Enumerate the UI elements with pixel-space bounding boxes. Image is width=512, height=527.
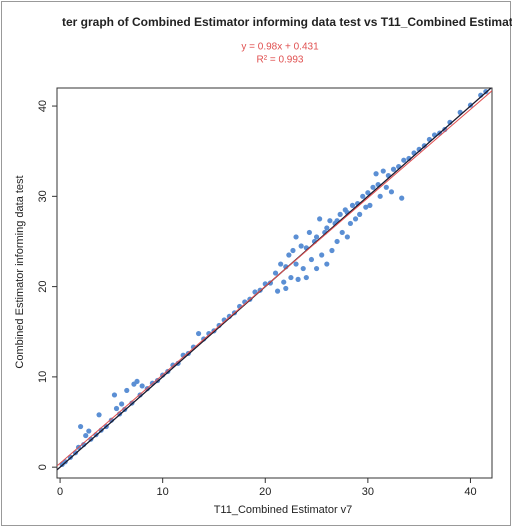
y-tick-label: 40 xyxy=(37,100,49,112)
point xyxy=(360,193,366,199)
point xyxy=(300,265,306,272)
point xyxy=(77,423,84,430)
point xyxy=(313,234,320,240)
point xyxy=(357,211,363,217)
point xyxy=(195,330,202,337)
point xyxy=(96,412,102,418)
point xyxy=(283,285,289,292)
point xyxy=(286,252,292,258)
point xyxy=(124,387,130,394)
point xyxy=(274,288,281,294)
y-tick-label: 20 xyxy=(37,280,49,292)
point xyxy=(383,184,389,190)
point xyxy=(293,234,299,240)
point xyxy=(399,195,405,201)
point xyxy=(252,289,258,295)
point xyxy=(334,238,340,245)
point xyxy=(349,202,356,208)
point xyxy=(377,193,383,199)
fit-line xyxy=(57,90,492,467)
x-tick-label: 0 xyxy=(57,486,63,498)
point xyxy=(306,229,312,236)
point xyxy=(329,247,335,254)
y-tick-label: 30 xyxy=(37,190,49,202)
point xyxy=(308,256,315,263)
point xyxy=(83,432,89,439)
point xyxy=(401,157,407,163)
point xyxy=(339,229,345,236)
point xyxy=(367,202,373,208)
point xyxy=(293,261,299,267)
y-tick-label: 0 xyxy=(37,464,49,470)
point xyxy=(319,252,325,258)
y-axis-label: Combined Estimator informing data test xyxy=(14,175,26,368)
chart-title: ter graph of Combined Estimator informin… xyxy=(62,15,512,29)
point xyxy=(327,218,333,224)
point xyxy=(111,392,118,398)
point xyxy=(272,270,279,276)
point xyxy=(380,168,386,174)
point xyxy=(317,216,323,222)
point xyxy=(298,243,304,249)
equation: y = 0.98x + 0.431 xyxy=(241,42,319,53)
point xyxy=(278,261,284,267)
plot-frame xyxy=(56,87,493,479)
x-tick-label: 10 xyxy=(157,486,169,498)
r-squared: R² = 0.993 xyxy=(257,55,304,66)
point xyxy=(134,378,140,385)
point xyxy=(303,274,309,281)
point xyxy=(119,401,125,407)
point xyxy=(324,225,330,231)
point xyxy=(313,265,320,272)
point xyxy=(324,261,330,267)
point xyxy=(86,428,92,434)
y-tick-label: 10 xyxy=(37,371,49,383)
point xyxy=(139,383,145,389)
point xyxy=(295,276,301,282)
point xyxy=(388,189,395,195)
point xyxy=(288,274,294,281)
point xyxy=(363,204,369,210)
point xyxy=(347,220,354,227)
point xyxy=(390,166,397,172)
point xyxy=(281,279,287,285)
point xyxy=(352,216,359,222)
point xyxy=(344,234,350,240)
point xyxy=(113,405,120,412)
x-axis-label: T11_Combined Estimator v7 xyxy=(214,504,353,516)
x-tick-label: 40 xyxy=(464,486,476,498)
x-tick-label: 30 xyxy=(362,486,374,498)
point xyxy=(290,247,296,254)
x-tick-label: 20 xyxy=(259,486,271,498)
point xyxy=(365,190,371,196)
point xyxy=(337,211,343,217)
point xyxy=(370,184,376,190)
point xyxy=(373,171,379,177)
